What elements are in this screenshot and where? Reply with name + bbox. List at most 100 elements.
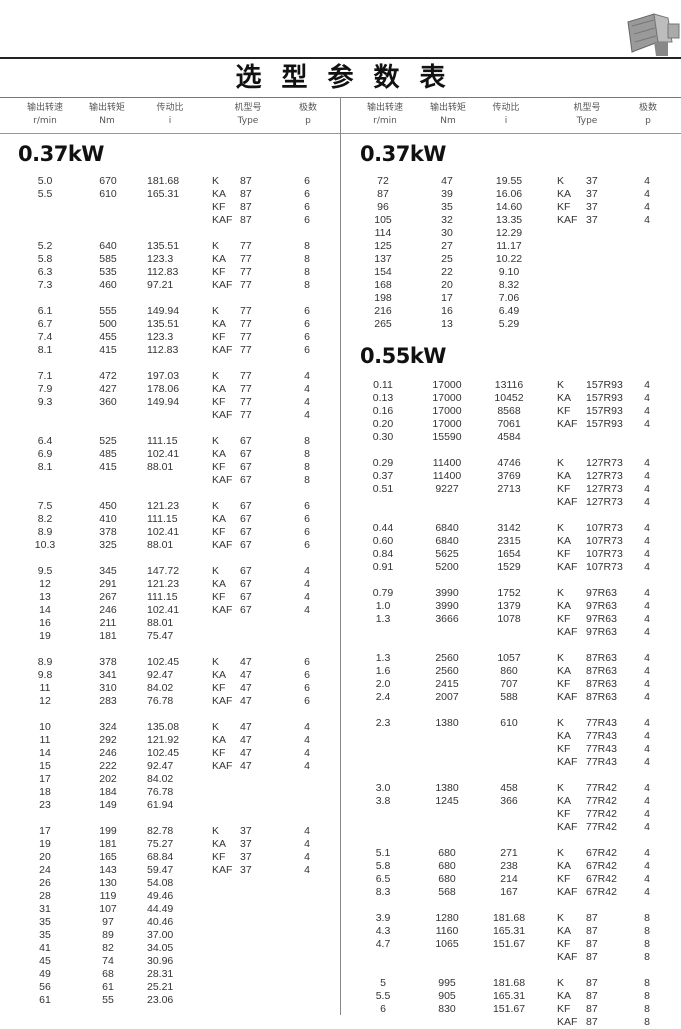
table-row: 14 246 102.41 KAF 67 4 — [0, 604, 340, 617]
speed-cell: 5.1 — [375, 847, 391, 859]
speed-cell: 12 — [39, 578, 51, 590]
ratio-cell: 44.49 — [147, 903, 174, 915]
ratio-cell: 1752 — [497, 587, 521, 599]
type-prefix-cell: KAF — [212, 214, 233, 226]
speed-cell: 125 — [374, 240, 392, 252]
type-size-cell: 67R42 — [586, 847, 617, 859]
speed-cell: 6.5 — [375, 873, 391, 885]
table-row: 2.0 2415 707 KF 87R63 4 — [0, 678, 650, 691]
torque-cell: 1380 — [435, 782, 459, 794]
torque-cell: 1065 — [435, 938, 459, 950]
torque-cell: 97 — [102, 916, 114, 928]
table-row: 6 830 151.67 KF 87 8 — [0, 1003, 650, 1016]
ratio-cell: 111.15 — [147, 591, 178, 603]
poles-cell: 6 — [304, 526, 310, 538]
header-poles: 极数 p — [278, 102, 338, 128]
type-size-cell: 97R63 — [586, 613, 617, 625]
type-size-cell: 127R73 — [586, 457, 623, 469]
header-ratio-cn: 传动比 — [156, 103, 184, 113]
speed-cell: 6.1 — [37, 305, 53, 317]
ratio-cell: 149.94 — [147, 396, 180, 408]
poles-cell: 6 — [304, 669, 310, 681]
table-row: 0.37 11400 3769 KA 127R73 4 — [0, 470, 650, 483]
table-row: 3.9 1280 181.68 K 87 8 — [0, 912, 650, 925]
type-size-cell: 67R42 — [586, 860, 617, 872]
poles-cell: 6 — [304, 656, 310, 668]
ratio-cell: 8.32 — [498, 279, 520, 291]
header-poles-cn: 极数 — [298, 103, 317, 113]
ratio-cell: 123.3 — [147, 331, 174, 343]
ratio-cell: 458 — [500, 782, 518, 794]
speed-cell: 7.5 — [37, 500, 53, 512]
speed-cell: 265 — [374, 318, 392, 330]
ratio-cell: 75.47 — [147, 630, 174, 642]
ratio-cell: 6.49 — [498, 305, 520, 317]
speed-cell: 0.44 — [372, 522, 394, 534]
type-prefix-cell: KAF — [212, 604, 233, 616]
speed-cell: 7.3 — [37, 279, 53, 291]
torque-cell: 6840 — [435, 522, 459, 534]
poles-cell: 4 — [304, 760, 310, 772]
table-row: 7.1 472 197.03 K 77 4 — [0, 370, 340, 383]
table-row: 5.8 585 123.3 KA 77 8 — [0, 253, 340, 266]
type-size-cell: 77R42 — [586, 795, 617, 807]
header-ratio: 传动比 i — [476, 102, 536, 128]
ratio-cell: 102.45 — [147, 747, 180, 759]
table-right-037: 72 47 19.55 K 37 4 87 39 16.06 KA 37 4 96 35 14.60 KF 37… — [0, 175, 650, 331]
speed-cell: 0.13 — [372, 392, 394, 404]
torque-cell: 61 — [102, 981, 114, 993]
poles-cell: 8 — [644, 977, 650, 989]
header-type: 机型号 Type — [218, 102, 278, 128]
type-prefix-cell: KAF — [557, 691, 578, 703]
ratio-cell: 149.94 — [147, 305, 180, 317]
torque-cell: 165 — [99, 851, 117, 863]
speed-cell: 137 — [374, 253, 392, 265]
table-row: 168 20 8.32 — [0, 279, 519, 292]
ratio-cell: 102.41 — [147, 526, 180, 538]
torque-cell: 199 — [99, 825, 117, 837]
torque-cell: 2415 — [435, 678, 459, 690]
type-prefix-cell: K — [557, 379, 565, 391]
torque-cell: 82 — [102, 942, 114, 954]
poles-cell: 6 — [304, 682, 310, 694]
type-size-cell: 87R63 — [586, 652, 617, 664]
poles-cell: 4 — [304, 409, 310, 421]
table-row: 13 267 111.15 KF 67 4 — [0, 591, 340, 604]
poles-cell: 4 — [304, 578, 310, 590]
torque-cell: 415 — [99, 344, 117, 356]
table-row: 12 291 121.23 KA 67 4 — [0, 578, 340, 591]
table-row: 5.0 670 181.68 K 87 6 — [0, 175, 340, 188]
ratio-cell: 121.23 — [147, 578, 180, 590]
type-prefix-cell: KF — [212, 747, 226, 759]
type-prefix-cell: KF — [212, 201, 226, 213]
type-prefix-cell: K — [212, 240, 220, 252]
type-prefix-cell: K — [212, 656, 220, 668]
type-size-cell: 87 — [586, 990, 598, 1002]
torque-cell: 47 — [441, 175, 453, 187]
table-row: 6.1 555 149.94 K 77 6 — [0, 305, 340, 318]
table-row: 56 61 25.21 — [0, 981, 340, 994]
speed-cell: 5.8 — [375, 860, 391, 872]
speed-cell: 0.51 — [372, 483, 394, 495]
speed-cell: 4.3 — [375, 925, 391, 937]
speed-cell: 0.16 — [372, 405, 394, 417]
poles-cell: 8 — [304, 435, 310, 447]
ratio-cell: 860 — [500, 665, 518, 677]
type-size-cell: 127R73 — [586, 483, 623, 495]
poles-cell: 4 — [644, 175, 650, 187]
speed-cell: 10 — [39, 721, 51, 733]
table-row: 31 107 44.49 — [0, 903, 340, 916]
table-left: 5.0 670 181.68 K 87 6 5.5 610 165.31 KA 87 6 KF 87 6 KA… — [0, 175, 340, 1007]
ratio-cell: 112.83 — [147, 344, 179, 356]
table-row: 87 39 16.06 KA 37 4 — [0, 188, 650, 201]
poles-cell: 6 — [304, 344, 310, 356]
ratio-cell: 135.51 — [147, 240, 180, 252]
speed-cell: 168 — [374, 279, 392, 291]
type-prefix-cell: KAF — [557, 496, 578, 508]
speed-cell: 31 — [39, 903, 51, 915]
table-row: 198 17 7.06 — [0, 292, 519, 305]
type-prefix-cell: KA — [557, 990, 572, 1002]
torque-cell: 2007 — [435, 691, 459, 703]
poles-cell: 4 — [304, 591, 310, 603]
ratio-cell: 151.67 — [492, 938, 526, 950]
